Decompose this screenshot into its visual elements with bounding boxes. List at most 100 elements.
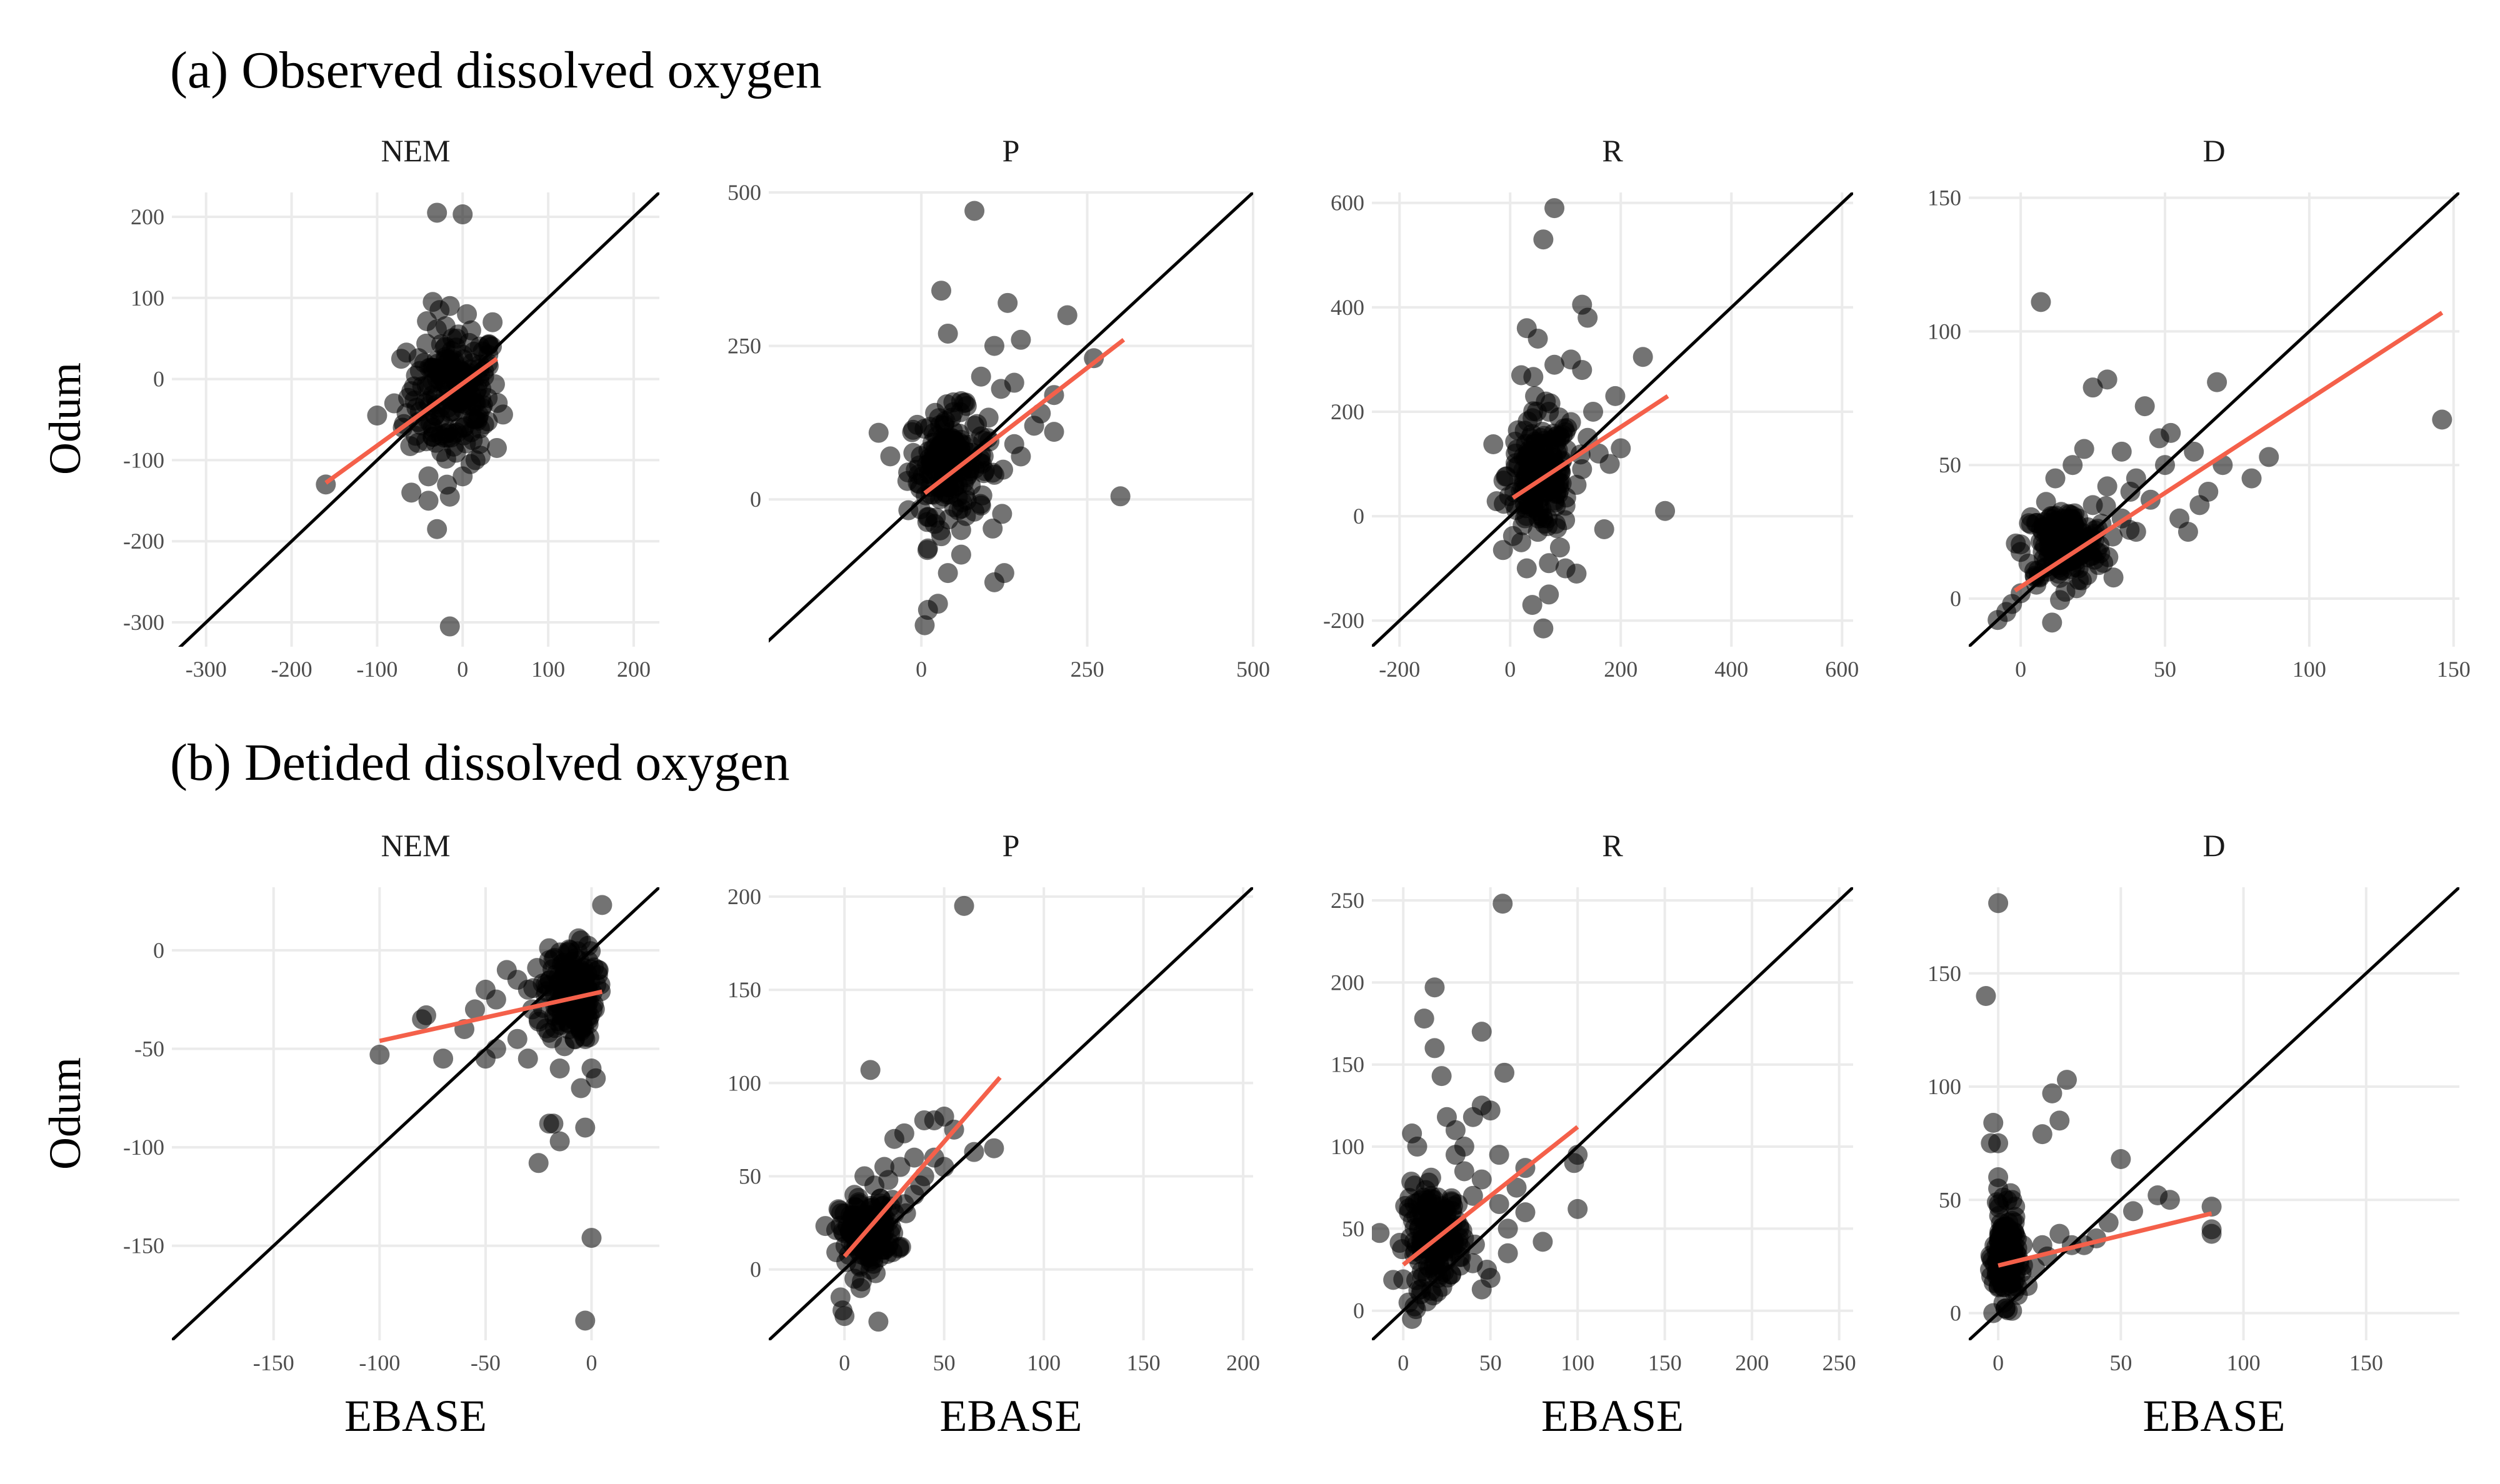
data-point (581, 1058, 602, 1078)
x-tick-label: 400 (1714, 657, 1748, 682)
data-point (2031, 292, 2051, 312)
data-point (2119, 519, 2140, 540)
data-point (1655, 500, 1676, 521)
data-point (1544, 354, 1565, 375)
data-point (488, 392, 508, 413)
data-point (1462, 1107, 1483, 1127)
one-to-one-line (769, 887, 1253, 1340)
data-point (918, 600, 938, 620)
data-point (860, 1060, 881, 1080)
data-point (1084, 348, 1104, 369)
data-point (2184, 441, 2204, 462)
data-point (1552, 450, 1572, 471)
data-point (451, 361, 472, 382)
data-point (460, 454, 481, 474)
data-point (1605, 386, 1626, 406)
data-point (984, 1138, 1004, 1158)
data-point (1505, 431, 1526, 452)
data-point (954, 895, 974, 916)
panel-b-p: 0 50 100 150 200 0 50 100 150 200 P (728, 828, 1260, 1375)
data-point (439, 616, 460, 637)
data-point (507, 1028, 528, 1049)
data-point (951, 544, 971, 565)
data-point (1578, 427, 1598, 448)
data-point (518, 1048, 538, 1069)
x-tick-label: -300 (186, 657, 227, 682)
data-point (1471, 1022, 1492, 1042)
data-point (1986, 1192, 2007, 1213)
y-tick-label: 200 (1331, 970, 1364, 995)
panel-a-nem: -300 -200 -100 0 100 200 -300 -200 -100 0 100 200 NE… (123, 133, 659, 682)
data-point (479, 334, 499, 355)
x-axis-title: EBASE (344, 1391, 487, 1441)
data-point (1532, 422, 1553, 442)
data-point (487, 437, 507, 458)
data-point (942, 434, 962, 455)
data-point (993, 459, 1014, 480)
y-tick-label: 50 (739, 1163, 761, 1188)
data-point (1990, 1237, 2011, 1257)
y-tick-label: 100 (1331, 1134, 1364, 1159)
data-point (1538, 516, 1558, 537)
x-tick-label: 0 (1992, 1350, 2004, 1375)
y-tick-label: 100 (131, 286, 164, 311)
y-tick-label: 50 (1939, 452, 1961, 477)
data-point (982, 518, 1003, 539)
data-point (1539, 553, 1559, 574)
x-tick-label: 500 (1236, 657, 1270, 682)
data-point (971, 366, 991, 387)
one-to-one-line (1372, 192, 1853, 647)
data-point (880, 446, 901, 467)
data-point (1983, 1113, 2004, 1133)
data-point (890, 1157, 911, 1177)
data-point (549, 1058, 570, 1078)
y-tick-label: 600 (1331, 191, 1364, 216)
data-point (851, 1271, 872, 1292)
data-point (1414, 1008, 1434, 1029)
data-point (441, 427, 461, 448)
data-point (1423, 1285, 1444, 1306)
one-to-one-line (1969, 192, 2459, 647)
data-point (471, 379, 492, 399)
y-tick-label: 150 (1928, 186, 1961, 211)
data-point (1445, 1145, 1466, 1165)
data-point (1528, 328, 1548, 349)
data-point (418, 491, 439, 511)
data-point (998, 292, 1018, 313)
data-point (2103, 567, 2124, 588)
data-point (1523, 367, 1544, 387)
data-point (411, 415, 432, 436)
regression-line (324, 357, 499, 485)
data-point (906, 459, 926, 480)
y-tick-label: 0 (153, 938, 164, 963)
data-point (2178, 522, 2198, 542)
data-point (934, 1157, 954, 1177)
data-point (1110, 486, 1131, 507)
data-point (898, 500, 919, 520)
data-point (1057, 305, 1078, 326)
data-point (1632, 347, 1653, 367)
panel-strip-title: R (1602, 828, 1623, 863)
data-point (984, 572, 1004, 592)
y-tick-label: -200 (1323, 608, 1364, 633)
data-point (1988, 1133, 2009, 1153)
x-tick-label: 0 (1504, 657, 1516, 682)
data-point (2111, 441, 2132, 462)
data-point (2002, 594, 2022, 614)
data-point (914, 1110, 934, 1130)
y-tick-label: 0 (750, 1257, 761, 1282)
data-point (418, 466, 439, 487)
x-tick-label: -50 (471, 1350, 501, 1375)
data-point (1568, 1198, 1588, 1219)
panel-strip-title: D (2202, 133, 2225, 168)
data-point (1044, 422, 1064, 442)
data-point (1981, 1266, 2001, 1287)
x-tick-label: 150 (2349, 1350, 2383, 1375)
data-point (469, 405, 489, 426)
y-tick-label: 0 (1353, 504, 1364, 529)
data-point (2057, 1070, 2077, 1090)
data-point (1489, 1193, 1509, 1214)
x-tick-label: 100 (2227, 1350, 2261, 1375)
y-tick-label: -50 (134, 1036, 164, 1061)
data-point (1540, 393, 1561, 414)
